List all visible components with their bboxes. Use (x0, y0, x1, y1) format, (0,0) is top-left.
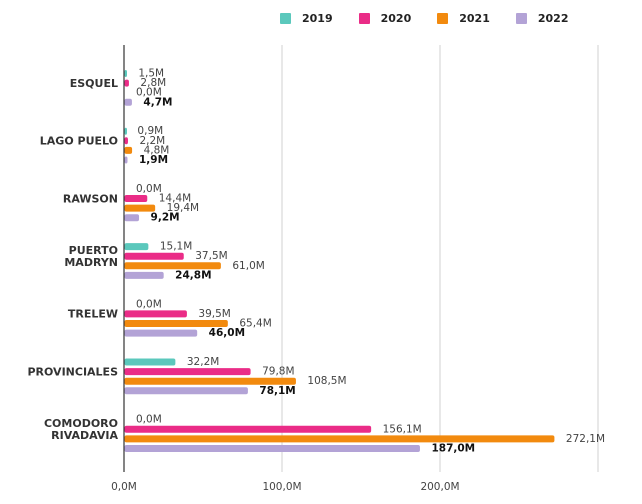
data-label: 156,1M (383, 423, 422, 435)
bar-2022 (124, 98, 132, 106)
data-label: 4,7M (143, 96, 172, 108)
category-label: COMODORO (44, 417, 118, 430)
legend-swatch (437, 13, 449, 24)
data-label: 65,4M (239, 318, 271, 330)
data-label: 32,2M (187, 356, 219, 368)
category-label: PUERTO (69, 244, 118, 257)
data-label: 79,8M (262, 366, 294, 378)
data-label: 4,8M (144, 144, 170, 156)
bar-2022 (124, 271, 164, 279)
data-label: 272,1M (566, 433, 605, 445)
bar-2020 (124, 79, 129, 87)
bar-2021 (124, 377, 296, 385)
legend-item-2021[interactable]: 2021 (437, 12, 490, 25)
data-label: 2,2M (139, 135, 165, 147)
bar-2021 (124, 262, 221, 270)
data-label: 1,9M (139, 154, 168, 166)
data-label: 0,0M (136, 183, 162, 195)
category-label: RIVADAVIA (51, 429, 118, 442)
category-label: TRELEW (68, 308, 118, 321)
category-label: ESQUEL (70, 77, 118, 90)
category-label: RAWSON (63, 192, 118, 205)
data-label: 0,0M (136, 87, 162, 99)
legend: 2019 2020 2021 2022 (280, 12, 595, 25)
legend-item-2020[interactable]: 2020 (358, 12, 412, 25)
legend-swatch (515, 13, 527, 24)
bar-2020 (124, 252, 184, 260)
data-label: 0,0M (136, 414, 162, 426)
legend-label: 2020 (380, 12, 412, 25)
bar-2021 (124, 435, 555, 443)
data-label: 2,8M (140, 77, 166, 89)
bar-2021 (124, 146, 133, 154)
data-label: 187,0M (431, 443, 475, 455)
bar-2022 (124, 156, 128, 164)
data-label: 1,5M (138, 68, 164, 80)
x-tick-label: 0,0M (111, 481, 137, 493)
data-label: 61,0M (232, 260, 264, 272)
data-label: 0,9M (137, 125, 163, 137)
bar-2022 (124, 329, 198, 337)
category-label: LAGO PUELO (40, 135, 118, 148)
bar-2020 (124, 310, 187, 318)
bar-2020 (124, 137, 128, 145)
x-tick-label: 200,0M (420, 481, 459, 493)
bar-2019 (124, 358, 176, 366)
data-label: 0,0M (136, 298, 162, 310)
data-label: 15,1M (160, 241, 192, 253)
data-label: 37,5M (195, 250, 227, 262)
bar-2020 (124, 368, 251, 376)
bar-2019 (124, 127, 127, 135)
data-label: 108,5M (307, 375, 346, 387)
bar-2019 (124, 243, 149, 251)
bar-2020 (124, 195, 148, 202)
legend-label: 2021 (459, 12, 490, 25)
bar-2019 (124, 70, 127, 77)
data-label: 9,2M (151, 212, 180, 224)
data-label: 19,4M (167, 202, 199, 214)
bar-2022 (124, 387, 248, 395)
category-label: PROVINCIALES (27, 365, 118, 378)
data-label: 24,8M (175, 269, 211, 281)
category-label: MADRYN (64, 256, 118, 269)
legend-swatch (280, 13, 291, 24)
legend-swatch (358, 13, 370, 24)
data-label: 78,1M (259, 385, 295, 397)
data-label: 14,4M (159, 193, 191, 205)
bar-2022 (124, 214, 140, 222)
bar-2021 (124, 320, 228, 327)
x-tick-label: 100,0M (262, 481, 301, 493)
bar-2020 (124, 425, 372, 433)
bar-2021 (124, 204, 156, 212)
legend-label: 2019 (302, 12, 333, 25)
bar-2022 (124, 445, 420, 452)
legend-label: 2022 (537, 12, 569, 25)
data-label: 46,0M (209, 327, 245, 339)
legend-item-2022[interactable]: 2022 (515, 12, 569, 25)
legend-item-2019[interactable]: 2019 (280, 12, 333, 25)
data-label: 39,5M (198, 308, 230, 320)
